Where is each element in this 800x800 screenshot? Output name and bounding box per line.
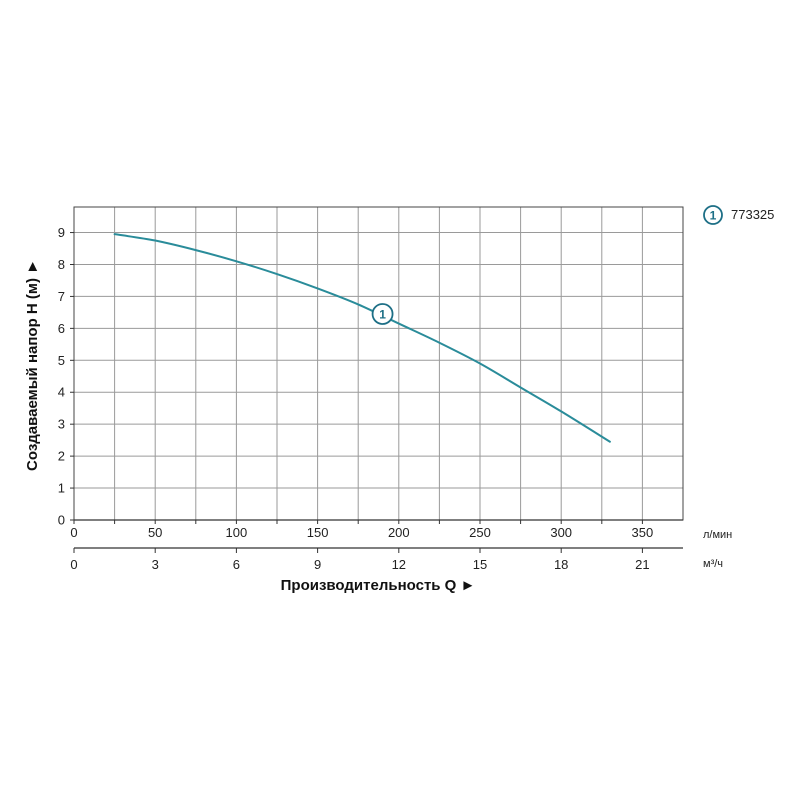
y-tick-label: 7 <box>58 289 65 304</box>
x-axis <box>74 519 683 549</box>
series-line <box>113 233 611 443</box>
y-tick-label: 0 <box>58 513 65 528</box>
legend-marker-label: 1 <box>710 209 717 223</box>
curve-marker-circle <box>371 303 394 325</box>
x2-unit-label: м³/ч <box>703 558 723 570</box>
x-tick-label: 350 <box>632 525 654 540</box>
x2-tick-label: 18 <box>554 557 568 572</box>
x-ticks-liters: 0 50 100 150 200 250 300 350 <box>70 520 653 540</box>
x-tick-label: 300 <box>550 525 572 540</box>
x-axis-title: Производительность Q ► <box>281 577 476 594</box>
x2-tick-label: 15 <box>473 557 487 572</box>
curve-marker-label: 1 <box>379 307 386 321</box>
x-ticks-cubic-meters: 0 3 6 9 12 15 18 21 <box>70 548 650 572</box>
x2-tick-label: 12 <box>392 557 406 572</box>
x2-tick-label: 3 <box>152 557 159 572</box>
x-tick-label: 100 <box>226 525 248 540</box>
y-tick-label: 1 <box>58 481 65 496</box>
curve-marker: 1 <box>371 303 394 325</box>
x2-tick-label: 6 <box>233 557 240 572</box>
grid <box>74 207 683 520</box>
x-tick-label: 0 <box>70 525 77 540</box>
x-tick-label: 250 <box>469 525 491 540</box>
x2-tick-label: 21 <box>635 557 649 572</box>
y-tick-label: 5 <box>58 353 65 368</box>
x-unit-label: л/мин <box>703 529 732 541</box>
x2-tick-label: 0 <box>70 557 77 572</box>
y-tick-label: 4 <box>58 385 65 400</box>
y-tick-label: 6 <box>58 321 65 336</box>
y-tick-label: 8 <box>58 257 65 272</box>
y-ticks: 0 1 2 3 4 5 6 7 8 9 <box>58 225 74 528</box>
y-axis-title: Создаваемый напор H (м) ► <box>24 259 41 471</box>
series-group <box>113 233 611 443</box>
plot-frame <box>73 206 684 521</box>
y-tick-label: 9 <box>58 225 65 240</box>
legend: 1 773325 <box>703 205 774 225</box>
x-tick-label: 200 <box>388 525 410 540</box>
y-tick-label: 3 <box>58 417 65 432</box>
legend-marker-circle <box>703 205 723 225</box>
x-tick-label: 50 <box>148 525 162 540</box>
legend-label: 773325 <box>731 207 774 222</box>
x-tick-label: 150 <box>307 525 329 540</box>
y-tick-label: 2 <box>58 449 65 464</box>
x2-tick-label: 9 <box>314 557 321 572</box>
